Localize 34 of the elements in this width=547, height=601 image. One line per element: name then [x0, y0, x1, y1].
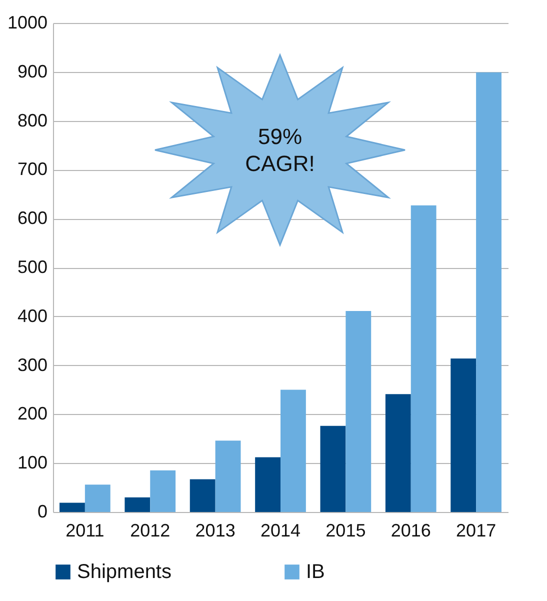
y-tick-label: 200: [17, 404, 48, 424]
legend-label: IB: [306, 561, 325, 583]
bar: [84, 484, 110, 512]
x-tick-label: 2013: [195, 520, 236, 540]
bar: [150, 470, 176, 512]
bar: [124, 497, 150, 512]
y-tick-label: 900: [17, 61, 48, 82]
y-tick-label: 500: [17, 257, 48, 277]
x-tick-label: 2014: [260, 520, 301, 540]
x-tick-label: 2012: [130, 520, 170, 540]
x-tick-label: 2015: [326, 520, 366, 540]
bar: [385, 394, 411, 512]
x-tick-label: 2011: [66, 520, 104, 540]
y-tick-label: 1000: [7, 12, 48, 32]
y-tick-label: 800: [17, 110, 48, 130]
y-tick-label: 400: [17, 306, 48, 326]
y-tick-label: 600: [17, 208, 48, 228]
x-tick-label: 2016: [390, 520, 431, 540]
bar: [255, 457, 280, 512]
x-tick-label: 2017: [456, 520, 496, 540]
y-tick-label: 300: [17, 354, 48, 375]
y-tick-label: 0: [37, 502, 48, 522]
bar: [215, 440, 241, 512]
bar: [60, 502, 85, 512]
y-tick-label: 700: [17, 159, 48, 180]
y-tick-label: 100: [17, 452, 48, 473]
bar: [190, 479, 216, 512]
bar: [410, 205, 436, 512]
bar: [320, 426, 346, 512]
bar: [450, 358, 476, 512]
bar: [346, 311, 372, 512]
bar: [476, 72, 502, 512]
legend-label: Shipments: [77, 561, 172, 583]
bar: [280, 390, 306, 512]
